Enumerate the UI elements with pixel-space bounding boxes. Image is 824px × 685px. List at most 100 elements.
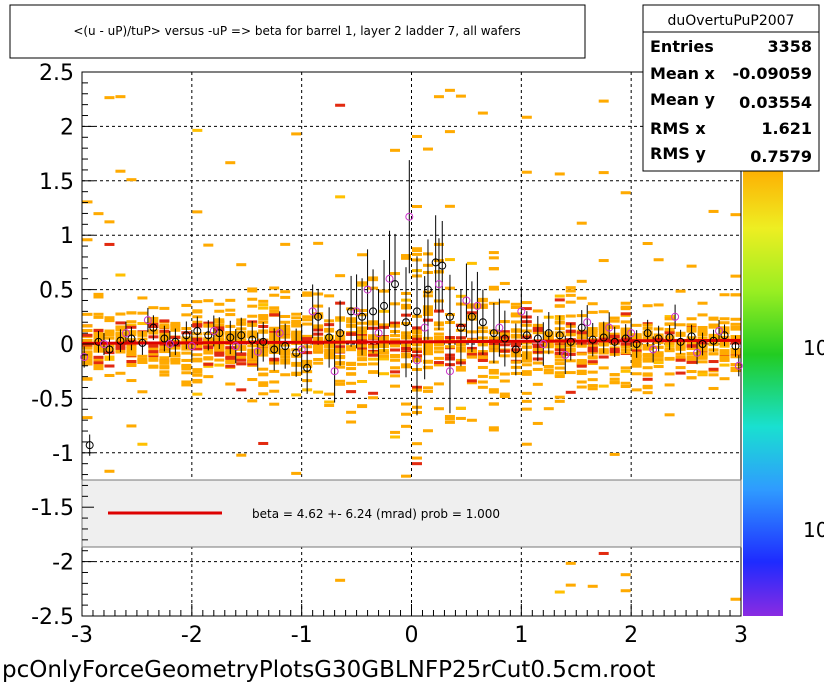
heat-cell [521, 442, 532, 446]
heat-cell [422, 349, 433, 353]
data-point-0-3 [116, 336, 125, 345]
heat-cell [379, 354, 390, 358]
heat-cell [82, 346, 93, 350]
heat-cell [137, 354, 148, 358]
x-tick-label: 1 [514, 623, 528, 648]
heat-cell [214, 309, 225, 313]
heat-cell [137, 311, 148, 315]
data-point-0-44 [555, 331, 564, 340]
heat-cell [159, 319, 170, 323]
heat-cell [401, 474, 411, 478]
heat-cell [631, 362, 642, 366]
data-point-0-22 [325, 333, 334, 342]
data-point-0-33 [438, 261, 447, 270]
heat-cell [587, 378, 598, 382]
heat-cell [225, 364, 236, 368]
heat-cell [247, 297, 258, 301]
heat-cell [499, 372, 510, 376]
heat-cell [433, 350, 444, 354]
heat-cell [620, 313, 631, 317]
heat-cell [357, 362, 368, 366]
heat-cell [412, 134, 422, 138]
heat-cell [104, 316, 115, 320]
heat-cell [675, 371, 686, 375]
heat-cell [236, 388, 247, 392]
data-point-0-5 [138, 338, 147, 347]
heat-cell [576, 385, 587, 389]
heat-cell [236, 356, 247, 360]
heat-cell [664, 315, 675, 319]
heat-cell [697, 301, 708, 305]
heat-cell [192, 380, 203, 384]
heat-cell [291, 393, 302, 397]
heat-cell [675, 358, 686, 362]
heat-cell [390, 358, 401, 362]
heat-cell [412, 442, 422, 446]
data-point-1-23 [473, 301, 482, 310]
data-point-1-12 [330, 367, 339, 376]
heat-cell [433, 356, 444, 360]
heat-cell [302, 334, 313, 338]
heat-cell [104, 242, 115, 246]
heat-cell [587, 384, 598, 388]
heat-cell [181, 363, 192, 367]
heat-cell [521, 363, 532, 367]
heat-cell [532, 361, 543, 365]
heat-cell [697, 372, 708, 376]
heat-cell [379, 372, 390, 376]
heat-cell [291, 132, 302, 136]
heat-cell [488, 426, 499, 430]
heat-cell [269, 293, 280, 297]
heat-cell [159, 373, 170, 377]
heat-cell [719, 377, 730, 381]
heat-cell [466, 352, 477, 356]
heat-cell [192, 309, 203, 313]
heat-cell [730, 322, 741, 326]
heat-cell [565, 286, 576, 290]
footer-filename: pcOnlyForceGeometryPlotsG30GBLNFP25rCut0… [2, 657, 655, 683]
y-tick-label: 0.5 [39, 279, 74, 304]
heat-cell [532, 309, 543, 313]
heat-cell [686, 360, 697, 364]
heat-cell [488, 371, 499, 375]
heat-cell [587, 584, 598, 588]
heat-cell [631, 364, 642, 368]
heat-cell [444, 417, 455, 421]
data-point-1-10 [297, 345, 306, 354]
heat-cell [346, 420, 357, 424]
heat-cell [609, 373, 620, 377]
heat-cell [412, 248, 422, 252]
x-tick-label: 3 [734, 623, 748, 648]
heat-cell [631, 372, 642, 376]
data-point-0-23 [336, 329, 345, 338]
heat-cell [422, 429, 433, 433]
heat-cell [346, 348, 357, 352]
heat-cell [664, 349, 675, 353]
heat-cell [93, 292, 104, 296]
stats-rmsx-label: RMS x [650, 119, 706, 138]
heat-cell [642, 354, 653, 358]
heat-cell [159, 359, 170, 363]
heat-cell [159, 350, 170, 354]
heat-cell [422, 344, 433, 348]
heat-cell [609, 377, 620, 381]
heat-cell [192, 357, 203, 361]
heat-cell [159, 356, 170, 360]
heat-cell [565, 371, 576, 375]
heat-cell [598, 551, 609, 555]
heat-cell [708, 369, 719, 373]
heat-cell [422, 359, 433, 363]
heat-cell [675, 289, 686, 293]
heat-cell [675, 352, 686, 356]
heat-cell [598, 355, 609, 359]
data-point-1-13 [352, 307, 361, 316]
heat-cell [159, 361, 170, 365]
heat-cell [664, 372, 675, 376]
heat-cell [686, 346, 697, 350]
heat-cell [565, 300, 576, 304]
heat-cell [499, 395, 510, 399]
heat-cell [554, 395, 565, 399]
heat-cell [148, 350, 159, 354]
heat-cell [324, 294, 335, 298]
heat-cell [653, 303, 664, 307]
